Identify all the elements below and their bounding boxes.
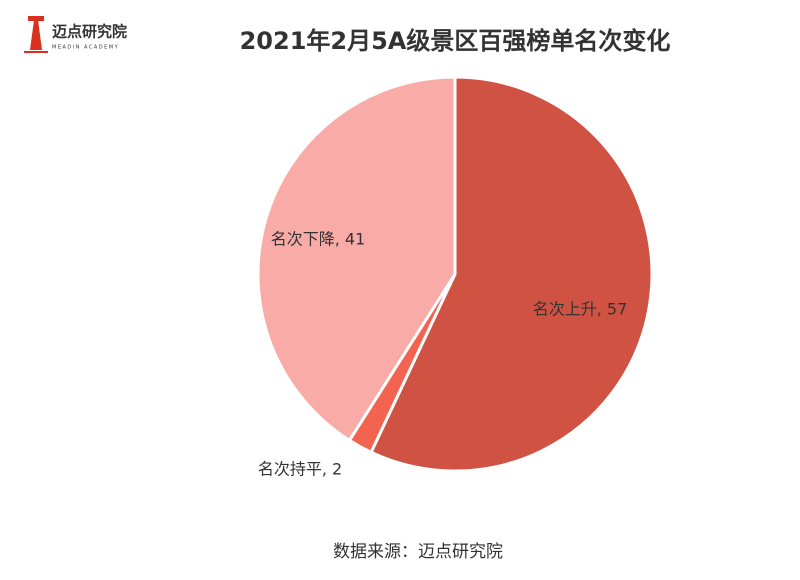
- chart-title: 2021年2月5A级景区百强榜单名次变化: [240, 27, 671, 55]
- data-label: 名次持平, 2: [258, 460, 342, 479]
- data-label: 名次下降, 41: [271, 230, 366, 249]
- logo-text: 迈点研究院: [52, 23, 127, 41]
- data-label: 名次上升, 57: [533, 300, 628, 319]
- logo-subtext: MEADIN ACADEMY: [52, 45, 119, 51]
- logo-icon: [30, 20, 42, 50]
- source-note: 数据来源：迈点研究院: [333, 542, 503, 562]
- pie-slice: [369, 75, 654, 473]
- logo: 迈点研究院 MEADIN ACADEMY: [24, 16, 127, 53]
- logo-icon-top: [28, 16, 44, 21]
- pie-slice: [256, 75, 457, 443]
